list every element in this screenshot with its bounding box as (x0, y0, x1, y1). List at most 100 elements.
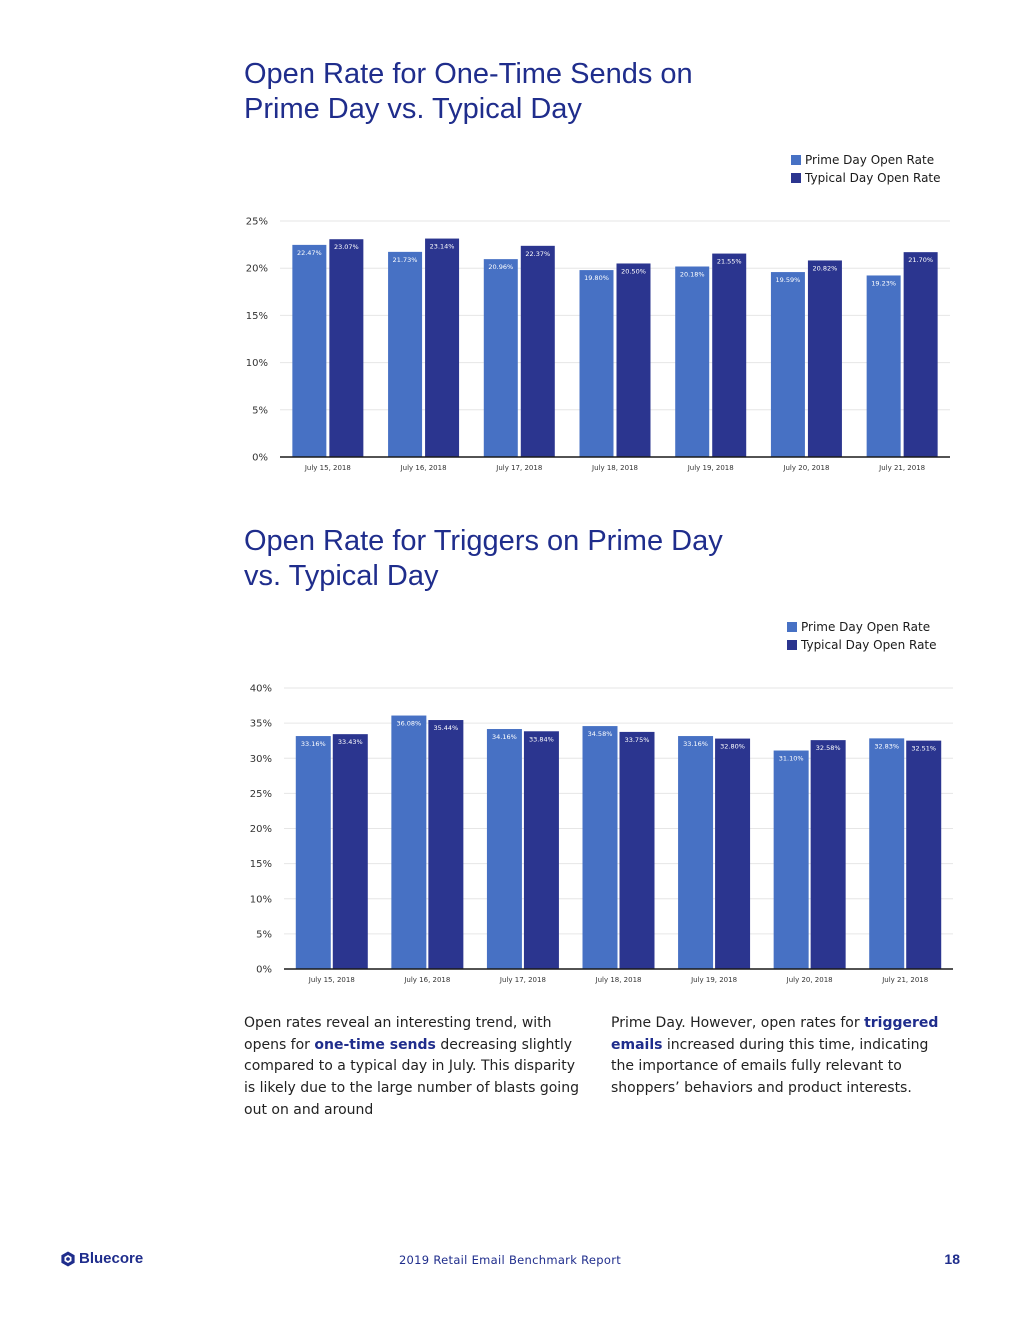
chart1-title-line-1: Open Rate for One-Time Sends on (244, 58, 693, 90)
chart2-data-label: 32.58% (816, 744, 841, 752)
chart2-ytick-label: 35% (250, 719, 272, 730)
chart1-ytick-label: 5% (252, 405, 268, 416)
body-paragraph-right: Prime Day. However, open rates for trigg… (611, 1013, 946, 1100)
chart1-xtick-label: July 17, 2018 (495, 464, 542, 472)
chart1-data-label: 21.70% (908, 256, 933, 264)
chart1-xtick-label: July 16, 2018 (400, 464, 447, 472)
chart2-bar-prime (773, 750, 809, 969)
chart1-bar-typical (329, 239, 364, 457)
chart1-xtick-label: July 20, 2018 (782, 464, 829, 472)
chart1-data-label: 20.50% (621, 267, 646, 275)
chart2-data-label: 35.44% (433, 724, 458, 732)
chart1-legend-item-prime: Prime Day Open Rate (791, 151, 941, 169)
chart1-bar-typical (712, 253, 747, 457)
chart1-data-label: 23.14% (430, 243, 455, 251)
chart1-xtick-label: July 15, 2018 (304, 464, 351, 472)
chart2-data-label: 34.58% (588, 730, 613, 738)
footer-page-number: 18 (944, 1251, 960, 1267)
chart1-data-label: 20.18% (680, 271, 705, 279)
chart2-data-label: 33.16% (683, 740, 708, 748)
chart1-bar-typical (807, 260, 842, 457)
chart2-title-line-2: vs. Typical Day (244, 560, 439, 592)
chart2-bar-prime (391, 715, 427, 969)
chart1-bar-typical (616, 263, 651, 457)
chart2-ytick-label: 10% (250, 894, 272, 905)
chart2-bar-prime (582, 726, 618, 969)
chart2-legend: Prime Day Open Rate Typical Day Open Rat… (787, 618, 937, 654)
chart2-xtick-label: July 20, 2018 (786, 976, 833, 984)
chart2-bar-typical (619, 731, 655, 969)
body-left-highlight: one-time sends (314, 1036, 436, 1053)
chart2-data-label: 33.84% (529, 735, 554, 743)
chart2-data-label: 33.43% (338, 738, 363, 746)
chart1-data-label: 21.73% (393, 256, 418, 264)
chart1-ytick-label: 20% (246, 264, 268, 275)
chart1-data-label: 19.23% (871, 279, 896, 287)
chart2-bar-prime (486, 729, 522, 969)
footer-logo: Bluecore (60, 1250, 143, 1267)
chart1-legend-item-typical: Typical Day Open Rate (791, 169, 941, 187)
chart2-title: Open Rate for Triggers on Prime Day vs. … (244, 524, 723, 594)
body-right-text-1: Prime Day. However, open rates for (611, 1015, 865, 1031)
chart1-legend-label-typical: Typical Day Open Rate (805, 171, 941, 185)
chart2-legend-label-prime: Prime Day Open Rate (801, 620, 931, 634)
chart2-bar-prime (295, 736, 331, 969)
chart1-data-label: 21.55% (717, 258, 742, 266)
chart1-data-label: 20.96% (488, 263, 513, 271)
chart1-xtick-label: July 19, 2018 (687, 464, 734, 472)
body-paragraph-left: Open rates reveal an interesting trend, … (244, 1013, 579, 1122)
chart1-plot: 0% 5% 10% 15% 20% 25% 22.47% 23.07% July 15, 201… (246, 217, 950, 472)
chart1-bar-prime (388, 251, 423, 457)
chart2-legend-item-prime: Prime Day Open Rate (787, 618, 937, 636)
footer-logo-text: Bluecore (79, 1250, 144, 1267)
chart2-ytick-label: 30% (250, 754, 272, 765)
chart2-xtick-label: July 16, 2018 (403, 976, 450, 984)
body-left-text-2: decreasing slightly compared to a typica… (244, 1036, 579, 1118)
chart1-legend-swatch-prime (791, 155, 801, 165)
chart1-bar-prime (770, 272, 805, 457)
chart1-data-label: 22.37% (525, 250, 550, 258)
body-left-text-1: Open rates reveal an interesting trend, … (244, 1015, 552, 1053)
chart1-ytick-label: 0% (252, 453, 268, 464)
chart1-ytick-label: 25% (246, 217, 268, 228)
chart2-ytick-label: 40% (250, 684, 272, 695)
chart2-bar-prime (678, 736, 714, 969)
chart2-bar-typical (428, 720, 464, 969)
chart1-xtick-label: July 21, 2018 (878, 464, 925, 472)
chart2-ytick-label: 20% (250, 824, 272, 835)
chart1-data-label: 19.59% (776, 276, 801, 284)
chart1-title-line-2: Prime Day vs. Typical Day (244, 93, 582, 125)
bluecore-logo-icon (61, 1251, 75, 1266)
chart1-legend-swatch-typical (791, 173, 801, 183)
chart2-data-label: 32.83% (874, 742, 899, 750)
body-right-highlight: triggered emails (611, 1015, 939, 1053)
body-right-text-2: increased during this time, indicating t… (611, 1036, 929, 1097)
chart1-data-label: 22.47% (297, 249, 322, 257)
chart2-xtick-label: July 21, 2018 (881, 976, 928, 984)
chart2-xtick-label: July 19, 2018 (690, 976, 737, 984)
chart2-legend-swatch-typical (787, 640, 797, 650)
chart1-ytick-label: 10% (246, 358, 268, 369)
footer-report-title: 2019 Retail Email Benchmark Report (398, 1253, 622, 1267)
chart2-legend-swatch-prime (787, 622, 797, 632)
chart2-data-label: 32.80% (720, 743, 745, 751)
chart2-ytick-label: 15% (250, 859, 272, 870)
chart2-ytick-label: 0% (256, 965, 272, 976)
chart2-bar-typical (523, 731, 559, 969)
chart1-ytick-label: 15% (246, 311, 268, 322)
chart2-data-label: 31.10% (779, 755, 804, 763)
chart1-bar-prime (579, 270, 614, 457)
chart2-data-label: 32.51% (911, 745, 936, 753)
chart1-bar-prime (675, 266, 710, 457)
chart2-ytick-label: 5% (256, 929, 272, 940)
chart2-bar-typical (906, 740, 942, 969)
chart2-bar-typical (715, 738, 751, 969)
chart2-bar-typical (810, 740, 846, 969)
chart2-plot: 0% 5% 10% 15% 20% 25% 30% 35% 40% 33.16% 33.43% Jul… (250, 684, 953, 984)
chart1-data-label: 19.80% (584, 274, 609, 282)
chart2-ytick-label: 25% (250, 789, 272, 800)
chart2-xtick-label: July 15, 2018 (308, 976, 355, 984)
chart1-legend: Prime Day Open Rate Typical Day Open Rat… (791, 151, 941, 187)
chart2-legend-item-typical: Typical Day Open Rate (787, 636, 937, 654)
chart1-bar-typical (903, 252, 938, 457)
